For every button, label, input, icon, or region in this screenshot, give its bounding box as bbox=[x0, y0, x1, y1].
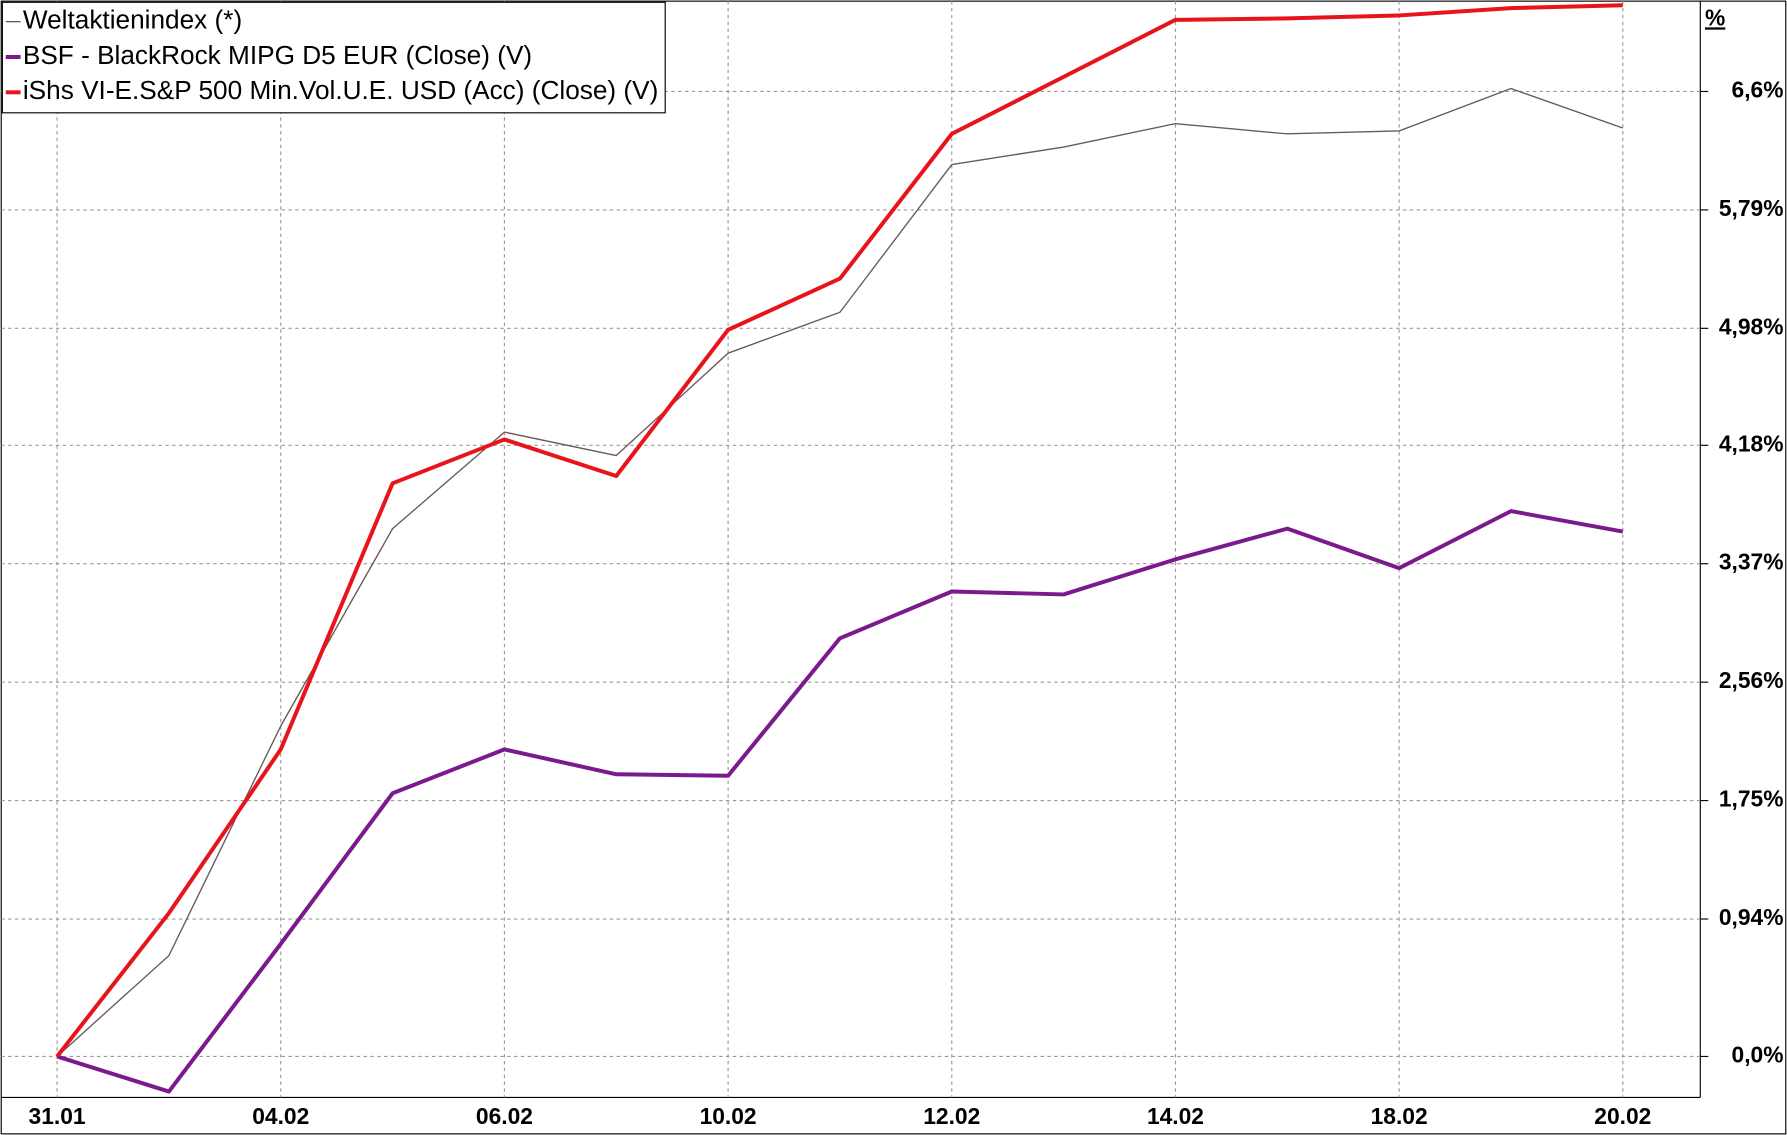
legend-label: Weltaktienindex (*) bbox=[23, 5, 242, 35]
y-tick-label: 3,37% bbox=[1719, 549, 1784, 575]
unit-label: % bbox=[1705, 4, 1725, 30]
legend: Weltaktienindex (*) BSF - BlackRock MIPG … bbox=[1, 1, 666, 114]
y-tick-label: 0,0% bbox=[1732, 1041, 1784, 1067]
x-tick-label: 20.02 bbox=[1594, 1103, 1651, 1129]
x-tick-label: 06.02 bbox=[476, 1103, 533, 1129]
x-tick-label: 14.02 bbox=[1147, 1103, 1204, 1129]
y-tick-label: 4,98% bbox=[1719, 313, 1784, 339]
legend-box bbox=[1, 1, 666, 114]
x-tick-label: 18.02 bbox=[1371, 1103, 1428, 1129]
y-tick-label: 1,75% bbox=[1719, 786, 1784, 812]
series-line bbox=[55, 3, 1623, 1058]
series-line bbox=[56, 509, 1624, 1094]
legend-label: BSF - BlackRock MIPG D5 EUR (Close) (V) bbox=[23, 40, 532, 70]
x-tick-label: 10.02 bbox=[700, 1103, 757, 1129]
y-tick-label: 0,94% bbox=[1719, 904, 1784, 930]
y-tick-label: 2,56% bbox=[1719, 667, 1784, 693]
x-tick-label: 04.02 bbox=[252, 1103, 309, 1129]
legend-label: iShs VI-E.S&P 500 Min.Vol.U.E. USD (Acc)… bbox=[23, 75, 658, 105]
x-tick-label: 12.02 bbox=[923, 1103, 980, 1129]
y-tick-label: 6,6% bbox=[1732, 76, 1784, 102]
x-tick-label: 31.01 bbox=[29, 1103, 86, 1129]
y-tick-label: 5,79% bbox=[1719, 195, 1784, 221]
y-tick-label: 4,18% bbox=[1719, 430, 1784, 456]
